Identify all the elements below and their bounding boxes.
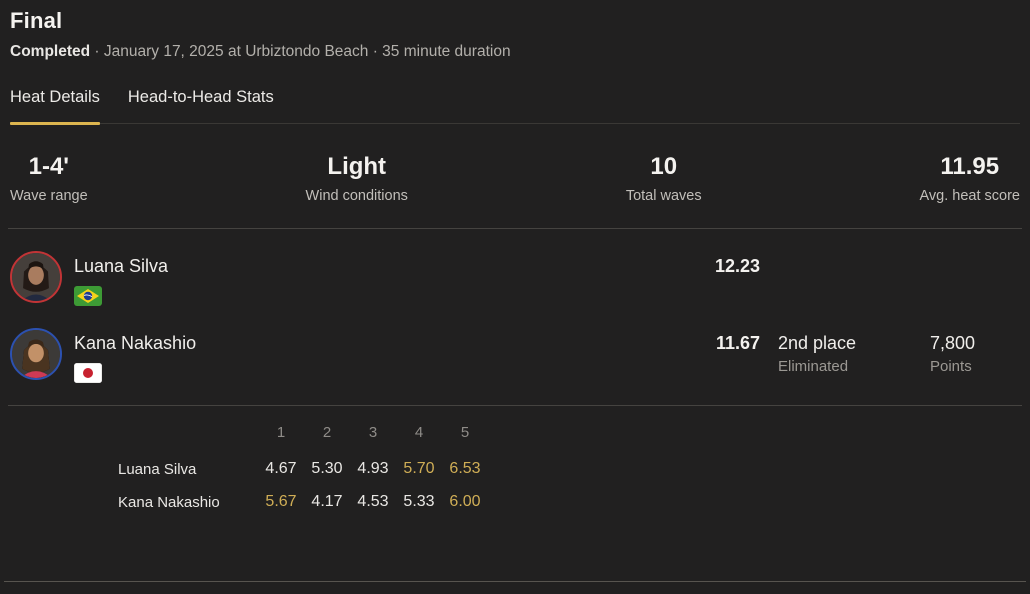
wave-score: 4.93 bbox=[357, 460, 389, 477]
divider bbox=[8, 405, 1022, 406]
athlete-heat-score: 12.23 bbox=[714, 256, 760, 276]
athlete-row-kana-nakashio: Kana Nakashio 11.67 2nd place Eliminated… bbox=[10, 317, 1020, 394]
brazil-flag-icon bbox=[74, 286, 102, 306]
athlete-name: Kana Nakashio bbox=[74, 333, 197, 353]
athlete-photo-placeholder bbox=[12, 253, 60, 301]
tab-heat-details[interactable]: Heat Details bbox=[10, 88, 100, 125]
athlete-avatar bbox=[10, 251, 62, 303]
wave-score: 6.53 bbox=[449, 460, 481, 477]
athlete-place: 2nd place Eliminated bbox=[778, 333, 857, 375]
wave-score: 5.70 bbox=[403, 460, 435, 477]
athlete-points: 7,800 Points bbox=[930, 333, 976, 375]
wave-score: 4.53 bbox=[357, 493, 389, 510]
wave-scores-header-row: 1 2 3 4 5 bbox=[118, 424, 1020, 441]
wave-score: 6.00 bbox=[449, 493, 481, 510]
heat-status: Completed bbox=[10, 43, 91, 60]
athlete-photo-placeholder bbox=[12, 330, 60, 378]
athlete-identity: Kana Nakashio bbox=[74, 328, 670, 383]
tab-bar: Heat Details Head-to-Head Stats bbox=[10, 88, 1020, 125]
athlete-points bbox=[930, 251, 1020, 257]
stat-total-waves: 10 Total waves bbox=[626, 153, 702, 204]
heat-subtitle-details: · January 17, 2025 at Urbiztondo Beach ·… bbox=[90, 43, 511, 60]
stat-wind-conditions: Light Wind conditions bbox=[306, 153, 408, 204]
athlete-identity: Luana Silva bbox=[74, 251, 670, 306]
wave-score: 5.30 bbox=[311, 460, 343, 477]
athlete-row-luana-silva: Luana Silva 12.23 bbox=[10, 240, 1020, 317]
stat-total-waves-label: Total waves bbox=[625, 188, 702, 204]
wave-score: 5.67 bbox=[265, 493, 297, 510]
wave-column-header: 5 bbox=[460, 424, 470, 441]
wave-column-header: 2 bbox=[322, 424, 332, 441]
athlete-heat-score: 11.67 bbox=[715, 333, 760, 353]
wave-score: 4.17 bbox=[311, 493, 343, 510]
stat-avg-heat-score-value: 11.95 bbox=[940, 153, 1000, 180]
wave-scores-row-kana-nakashio: Kana Nakashio 5.67 4.17 4.53 5.33 6.00 bbox=[118, 493, 1020, 511]
divider bbox=[8, 228, 1022, 229]
stat-wind-conditions-label: Wind conditions bbox=[305, 188, 408, 204]
stat-avg-heat-score-label: Avg. heat score bbox=[919, 188, 1020, 204]
wave-column-header: 1 bbox=[276, 424, 286, 441]
stat-avg-heat-score: 11.95 Avg. heat score bbox=[919, 153, 1020, 204]
wave-scores-row-luana-silva: Luana Silva 4.67 5.30 4.93 5.70 6.53 bbox=[118, 460, 1020, 478]
page-title: Final bbox=[10, 8, 63, 33]
stat-wind-conditions-value: Light bbox=[327, 153, 387, 180]
wave-row-athlete-name: Kana Nakashio bbox=[118, 493, 220, 511]
wave-score: 5.33 bbox=[403, 493, 435, 510]
japan-flag-icon bbox=[74, 363, 102, 383]
athlete-results: Luana Silva 12.23 bbox=[10, 229, 1020, 405]
wave-row-athlete-name: Luana Silva bbox=[118, 460, 197, 478]
wave-column-header: 4 bbox=[414, 424, 424, 441]
athlete-avatar bbox=[10, 328, 62, 380]
stat-wave-range: 1-4' Wave range bbox=[10, 153, 88, 204]
stat-total-waves-value: 10 bbox=[650, 153, 678, 180]
tab-head-to-head-stats[interactable]: Head-to-Head Stats bbox=[127, 88, 274, 106]
wave-column-header: 3 bbox=[368, 424, 378, 441]
bottom-divider bbox=[4, 581, 1026, 582]
wave-scores-table: 1 2 3 4 5 Luana Silva 4.67 5.30 4.93 5.7… bbox=[10, 406, 1020, 511]
heat-stats-strip: 1-4' Wave range Light Wind conditions 10… bbox=[10, 124, 1020, 228]
stat-wave-range-value: 1-4' bbox=[28, 153, 70, 180]
wave-score: 4.67 bbox=[265, 460, 297, 477]
athlete-place bbox=[760, 251, 930, 257]
stat-wave-range-label: Wave range bbox=[10, 188, 88, 204]
athlete-name: Luana Silva bbox=[74, 256, 169, 276]
heat-subtitle: Completed · January 17, 2025 at Urbizton… bbox=[10, 43, 1020, 61]
